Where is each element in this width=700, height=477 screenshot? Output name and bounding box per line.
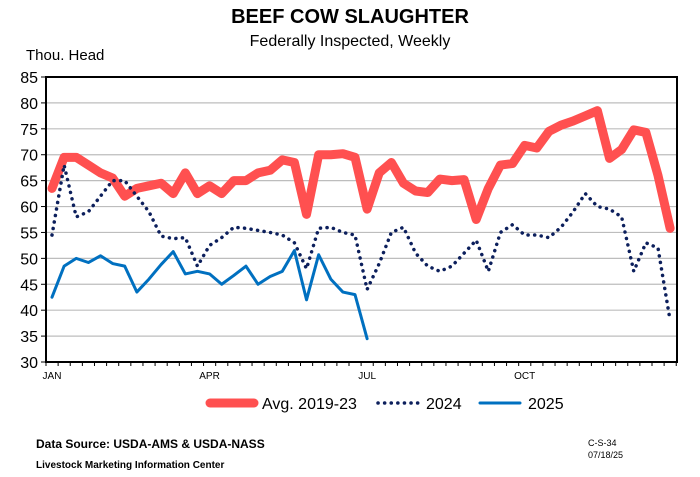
x-tick-label: APR: [199, 371, 220, 382]
x-tick-label: JAN: [43, 371, 62, 382]
y-tick-label: 85: [20, 70, 38, 87]
data-source: Data Source: USDA-AMS & USDA-NASS: [36, 437, 265, 451]
y-tick-label: 35: [20, 329, 38, 346]
legend-label: 2025: [528, 396, 564, 413]
organization: Livestock Marketing Information Center: [36, 460, 225, 471]
series-line-2025: [50, 249, 369, 341]
y-tick-label: 30: [20, 355, 38, 372]
chart-subtitle: Federally Inspected, Weekly: [249, 33, 451, 50]
y-tick-label: 55: [20, 225, 38, 242]
legend-label: 2024: [426, 396, 462, 413]
legend-label: Avg. 2019-23: [262, 396, 357, 413]
x-tick-label: JUL: [358, 371, 376, 382]
y-axis-label: Thou. Head: [26, 47, 105, 64]
y-tick-label: 80: [20, 96, 38, 113]
plot-border: [45, 76, 678, 363]
series-line-2024: [50, 163, 672, 323]
chart-title: BEEF COW SLAUGHTER: [231, 6, 469, 28]
y-tick-label: 45: [20, 277, 38, 294]
chart-code: C-S-34: [588, 438, 617, 448]
y-tick-label: 60: [20, 200, 38, 217]
x-tick-label: OCT: [514, 371, 535, 382]
y-tick-label: 75: [20, 122, 38, 139]
y-tick-label: 70: [20, 148, 38, 165]
series-line-avg-2019-23: [47, 106, 675, 233]
y-tick-label: 50: [20, 251, 38, 268]
y-tick-label: 40: [20, 303, 38, 320]
y-tick-label: 65: [20, 174, 38, 191]
chart-date: 07/18/25: [588, 450, 624, 460]
